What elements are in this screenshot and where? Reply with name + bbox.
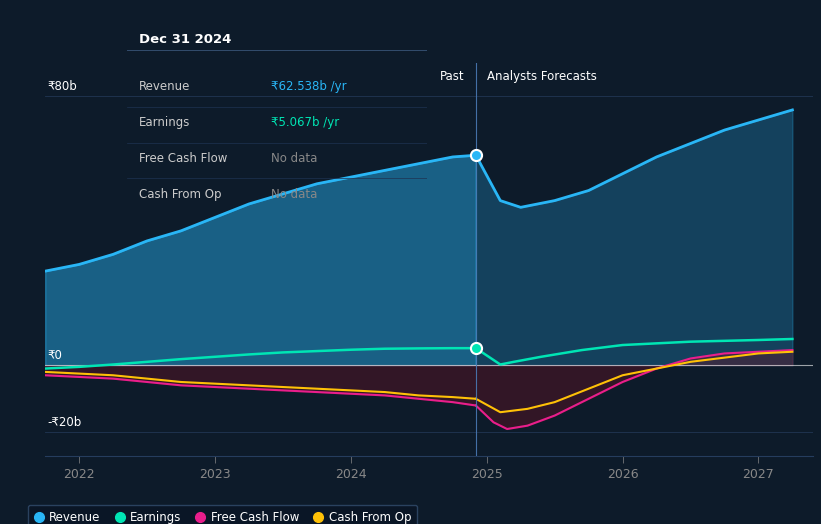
Text: No data: No data	[271, 152, 318, 165]
Text: ₹5.067b /yr: ₹5.067b /yr	[271, 116, 339, 129]
Legend: Revenue, Earnings, Free Cash Flow, Cash From Op: Revenue, Earnings, Free Cash Flow, Cash …	[28, 505, 417, 524]
Text: Earnings: Earnings	[140, 116, 190, 129]
Text: Free Cash Flow: Free Cash Flow	[140, 152, 227, 165]
Text: ₹80b: ₹80b	[48, 80, 78, 93]
Text: Revenue: Revenue	[140, 80, 190, 93]
Text: ₹0: ₹0	[48, 349, 62, 362]
Text: Dec 31 2024: Dec 31 2024	[140, 33, 232, 46]
Text: -₹20b: -₹20b	[48, 416, 82, 429]
Text: Past: Past	[440, 70, 465, 83]
Text: No data: No data	[271, 188, 318, 201]
Text: Cash From Op: Cash From Op	[140, 188, 222, 201]
Text: Analysts Forecasts: Analysts Forecasts	[487, 70, 597, 83]
Text: ₹62.538b /yr: ₹62.538b /yr	[271, 80, 346, 93]
